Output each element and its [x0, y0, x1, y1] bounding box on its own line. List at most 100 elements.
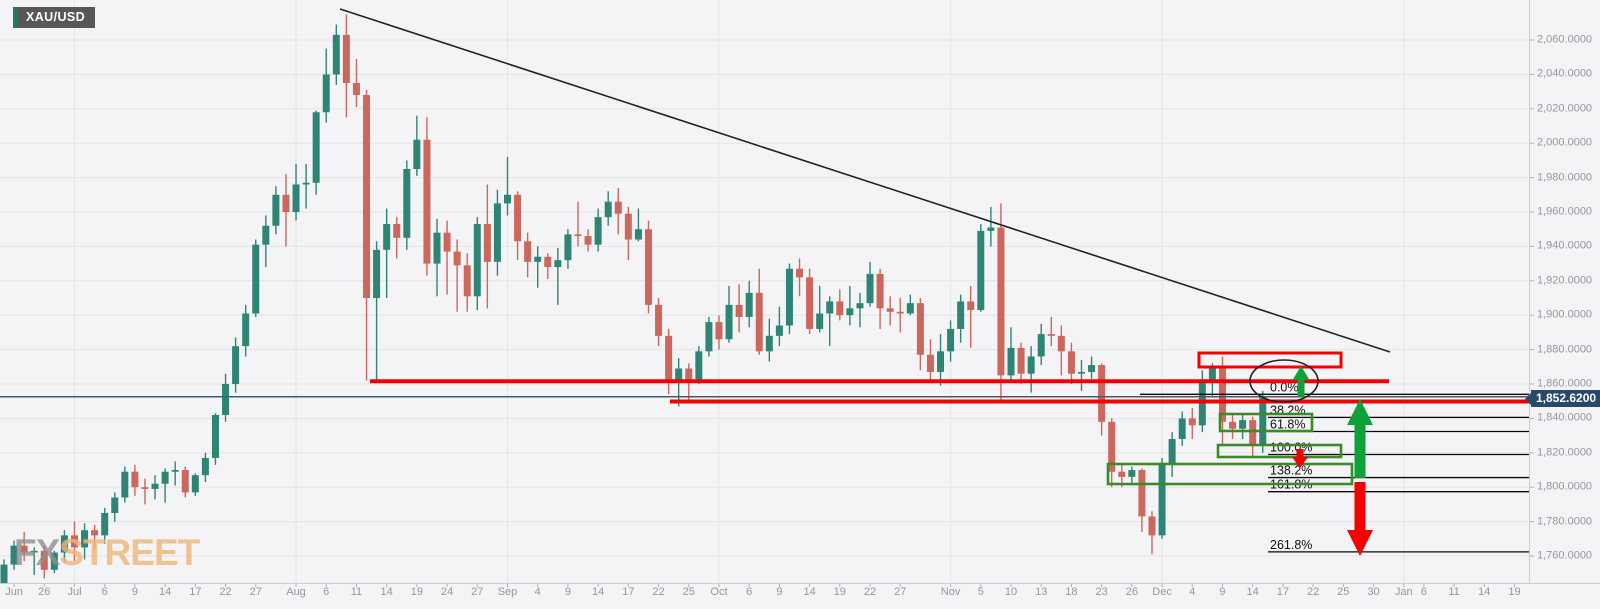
candle-body [1168, 439, 1176, 464]
candle-body [1017, 347, 1025, 374]
candle-body [816, 313, 824, 329]
candle-body [121, 471, 129, 498]
candle-body [30, 550, 38, 553]
candle-body [594, 217, 602, 245]
time-axis-label: 30 [1367, 586, 1380, 598]
candle-body [1208, 368, 1216, 381]
fib-1382-zone-box[interactable] [1106, 462, 1354, 486]
price-axis-label: 1,800.0000 [1537, 480, 1593, 493]
candle-body [70, 535, 78, 548]
candle-body [272, 194, 280, 226]
time-axis-label: 14 [1478, 586, 1491, 598]
candle-body [151, 483, 159, 489]
candle-body [1218, 368, 1226, 422]
candle-body [81, 530, 89, 548]
candle-body [967, 301, 975, 311]
candle-body [685, 368, 693, 381]
candle-body [826, 301, 834, 314]
candle-body [342, 34, 350, 83]
descending-trendline[interactable] [339, 8, 1391, 353]
big-green-up-arrow[interactable] [1347, 399, 1373, 478]
candle-body [282, 194, 290, 212]
candle-body [745, 292, 753, 317]
time-axis-label: 26 [38, 586, 51, 598]
time-axis-label: 9 [131, 586, 138, 598]
big-red-down-arrow[interactable] [1347, 482, 1373, 556]
fib-level-label: 100.0% [1270, 441, 1312, 455]
symbol-badge: XAU/USD [13, 7, 96, 28]
small-red-down-arrow[interactable] [1292, 449, 1308, 468]
price-axis-label: 1,860.0000 [1537, 377, 1593, 390]
time-axis-label: 22 [1306, 586, 1320, 598]
candle-body [906, 303, 914, 314]
candle-body [403, 169, 411, 238]
time-axis-label: 19 [410, 586, 423, 598]
small-green-up-arrow[interactable] [1292, 366, 1310, 397]
candle-body [40, 550, 48, 570]
time-axis-label: 14 [158, 586, 172, 598]
supply-zone-box[interactable] [1197, 351, 1343, 369]
candle-body [1108, 421, 1116, 472]
fib-level-label: 0.0% [1270, 380, 1299, 394]
candle-body [735, 304, 743, 317]
candle-body [564, 234, 572, 261]
time-axis-label: 26 [1125, 586, 1138, 598]
time-axis-label: 27 [471, 586, 484, 598]
price-axis-label: 1,820.0000 [1537, 446, 1593, 459]
time-axis-label: 9 [776, 586, 783, 598]
time-axis-label: 6 [323, 586, 330, 598]
candle-body [332, 34, 340, 75]
candle-body [242, 313, 250, 347]
candle-body [1077, 371, 1085, 374]
time-axis-label: 23 [1095, 586, 1108, 598]
candle-body [957, 301, 965, 329]
fib-100-zone-box[interactable] [1216, 443, 1343, 459]
candle-body [50, 552, 58, 570]
time-axis-label: 25 [682, 586, 695, 598]
fib-618-zone-box[interactable] [1218, 412, 1314, 433]
time-axis-label: 14 [1246, 586, 1259, 598]
time-axis-border [0, 583, 1600, 584]
price-axis-label: 2,060.0000 [1537, 33, 1593, 46]
candle-body [383, 224, 391, 250]
candle-body [111, 497, 119, 513]
candle-body [0, 564, 8, 584]
candle-body [937, 351, 945, 372]
candle-body [1118, 471, 1126, 477]
time-axis-label: 22 [219, 586, 232, 598]
time-axis-label: Jun [5, 586, 23, 598]
time-axis-label: Oct [710, 586, 728, 598]
candle-body [1088, 365, 1096, 372]
candle-body [1047, 334, 1055, 336]
price-axis-label: 1,980.0000 [1537, 171, 1593, 184]
candle-body [463, 265, 471, 297]
highlight-ellipse[interactable] [1249, 359, 1319, 403]
candle-body [312, 112, 320, 183]
candle-body [796, 268, 804, 278]
time-axis-label: 4 [1189, 586, 1196, 598]
time-axis-label: 6 [1420, 586, 1427, 598]
candle-body [524, 241, 532, 262]
candle-body [806, 277, 814, 329]
time-axis-label: 17 [1276, 586, 1289, 598]
candle-body [765, 335, 773, 352]
candle-body [20, 545, 28, 553]
candle-body [755, 292, 763, 352]
time-axis-label: 5 [977, 586, 984, 598]
time-axis-label: 19 [833, 586, 846, 598]
candle-body [775, 325, 783, 336]
time-axis-label: 17 [622, 586, 635, 598]
price-axis-label: 2,000.0000 [1537, 136, 1593, 149]
candle-body [584, 236, 592, 245]
candle-body [131, 471, 139, 488]
candle-body [514, 194, 522, 242]
time-axis-label: 14 [803, 586, 816, 598]
candle-body [1007, 347, 1015, 376]
candle-body [1067, 351, 1075, 374]
candle-body [614, 201, 622, 214]
candle-body [1178, 418, 1186, 440]
time-axis-label: 14 [592, 586, 605, 598]
fib-level-label: 61.8% [1270, 417, 1305, 431]
fib-level-label: 138.2% [1270, 464, 1312, 478]
